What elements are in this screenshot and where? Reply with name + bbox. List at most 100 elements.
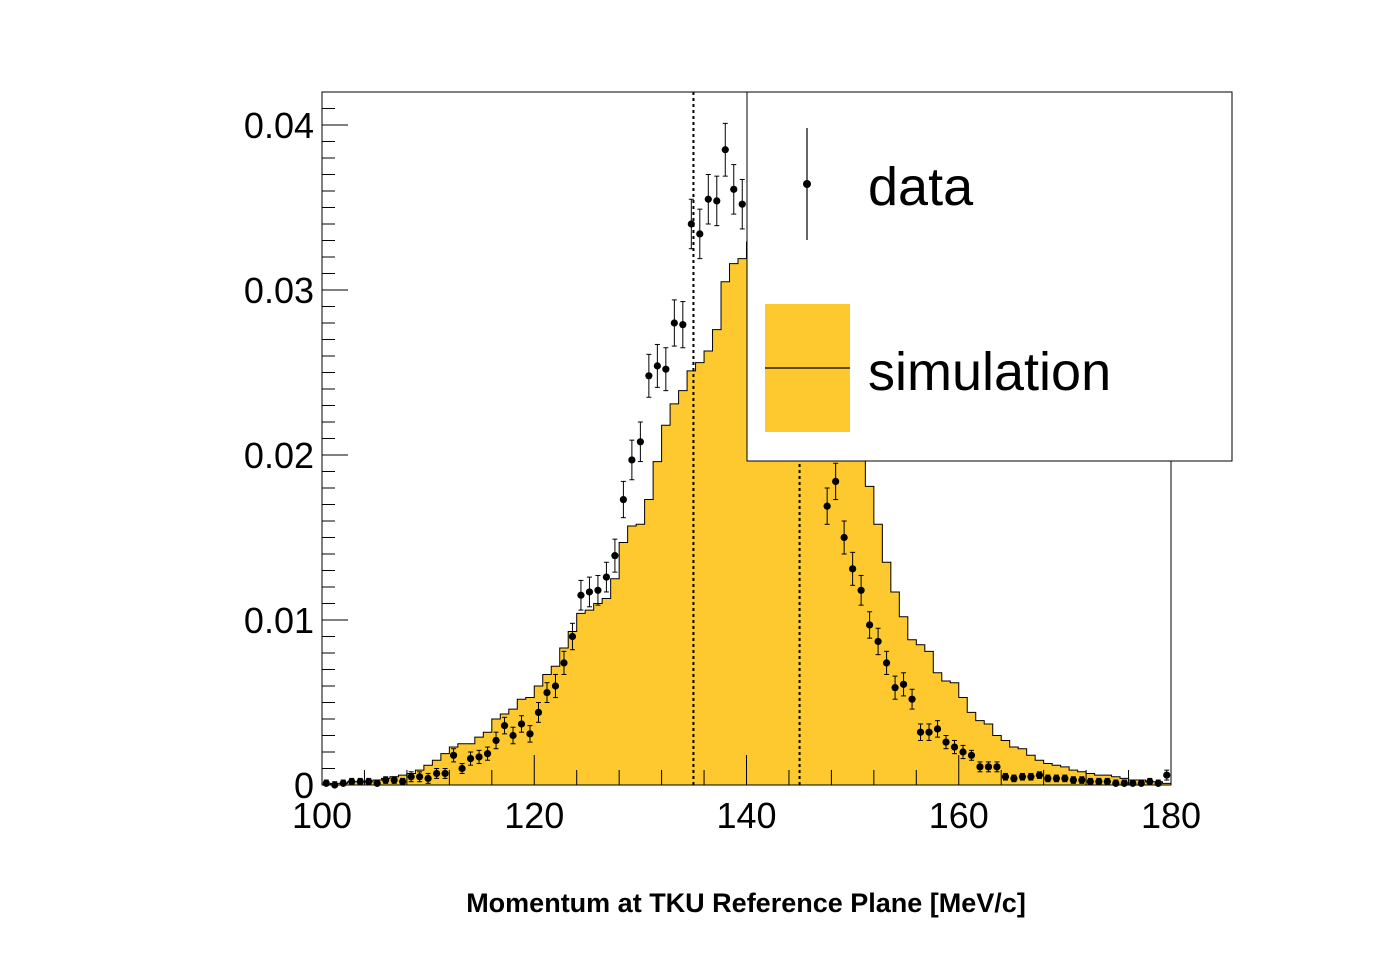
data-marker: [483, 750, 492, 758]
simulation-bin: [958, 697, 968, 785]
data-marker: [840, 533, 848, 542]
data-point: [738, 178, 746, 230]
data-point: [449, 748, 458, 763]
simulation-bin: [754, 240, 764, 785]
data-marker: [449, 751, 458, 759]
data-marker: [866, 621, 874, 629]
data-point: [866, 611, 874, 639]
simulation-bin: [780, 207, 790, 785]
data-marker: [704, 195, 712, 203]
data-marker: [619, 495, 627, 504]
data-marker: [730, 185, 738, 193]
data-marker: [1001, 773, 1010, 781]
data-point: [458, 763, 466, 774]
data-marker: [849, 565, 857, 573]
data-point: [619, 480, 627, 519]
data-marker: [492, 736, 500, 745]
simulation-bin: [941, 681, 951, 785]
data-point: [509, 726, 517, 745]
data-point: [1129, 779, 1137, 787]
data-point: [984, 761, 993, 773]
data-marker: [1035, 771, 1044, 779]
data-point: [1044, 774, 1052, 783]
data-point: [373, 779, 381, 787]
data-point: [967, 749, 976, 761]
data-marker: [407, 773, 415, 781]
data-marker: [1154, 779, 1162, 787]
simulation-bin: [551, 666, 561, 785]
simulation-bin: [967, 712, 977, 785]
data-marker: [942, 738, 950, 746]
data-point: [916, 723, 925, 741]
data-point: [679, 301, 687, 349]
data-marker: [585, 588, 594, 596]
data-marker: [908, 695, 916, 703]
data-point: [534, 702, 543, 723]
data-marker: [560, 659, 568, 667]
data-marker: [832, 477, 840, 485]
data-marker: [1018, 773, 1027, 781]
simulation-bin: [992, 735, 1002, 785]
data-point: [823, 487, 831, 525]
data-point: [492, 731, 500, 750]
data-point: [526, 725, 534, 743]
simulation-bin: [924, 651, 934, 785]
data-marker: [679, 321, 687, 329]
data-marker: [823, 502, 831, 510]
data-marker: [390, 776, 398, 784]
simulation-bin: [822, 290, 832, 785]
simulation-bin: [568, 631, 578, 785]
data-point: [653, 343, 661, 388]
simulation-bin: [687, 370, 696, 785]
data-point: [645, 353, 653, 398]
simulation-bin: [491, 719, 501, 785]
data-point: [713, 175, 721, 227]
data-marker: [534, 708, 543, 717]
data-point: [993, 761, 1001, 773]
data-marker: [441, 769, 449, 778]
data-point: [1001, 772, 1010, 781]
data-marker: [721, 146, 729, 154]
data-point: [339, 779, 347, 787]
data-point: [407, 771, 415, 783]
data-marker: [509, 731, 517, 740]
data-marker: [1052, 774, 1060, 783]
data-point: [636, 421, 644, 463]
data-marker: [738, 200, 746, 208]
data-point: [1163, 769, 1171, 781]
data-point: [1154, 779, 1162, 787]
simulation-bin: [661, 425, 671, 785]
data-marker: [696, 230, 704, 238]
data-marker: [687, 220, 695, 228]
data-point: [925, 723, 933, 741]
data-marker: [857, 586, 865, 594]
data-marker: [993, 763, 1001, 771]
data-point: [441, 768, 449, 779]
data-point: [857, 574, 865, 606]
data-point: [840, 520, 848, 555]
simulation-bin: [1043, 763, 1053, 785]
simulation-bin: [899, 616, 909, 785]
data-point: [1095, 777, 1103, 786]
simulation-bin: [678, 390, 688, 785]
data-point: [662, 347, 670, 392]
data-marker: [348, 778, 356, 786]
data-marker: [1112, 779, 1120, 787]
simulation-bin: [636, 524, 646, 785]
data-marker: [899, 680, 908, 688]
data-point: [517, 715, 526, 733]
simulation-bin: [848, 397, 858, 785]
data-point: [874, 627, 882, 656]
y-tick-label: 0.03: [244, 270, 314, 311]
simulation-bin: [653, 461, 662, 785]
data-marker: [1010, 774, 1018, 783]
data-marker: [322, 779, 330, 787]
data-marker: [594, 586, 602, 594]
simulation-bin: [1162, 783, 1172, 785]
data-marker: [458, 764, 466, 773]
simulation-bin: [738, 258, 747, 785]
data-point: [1078, 776, 1086, 784]
data-marker: [602, 573, 611, 581]
simulation-bin: [729, 263, 739, 786]
data-point: [1112, 779, 1120, 787]
